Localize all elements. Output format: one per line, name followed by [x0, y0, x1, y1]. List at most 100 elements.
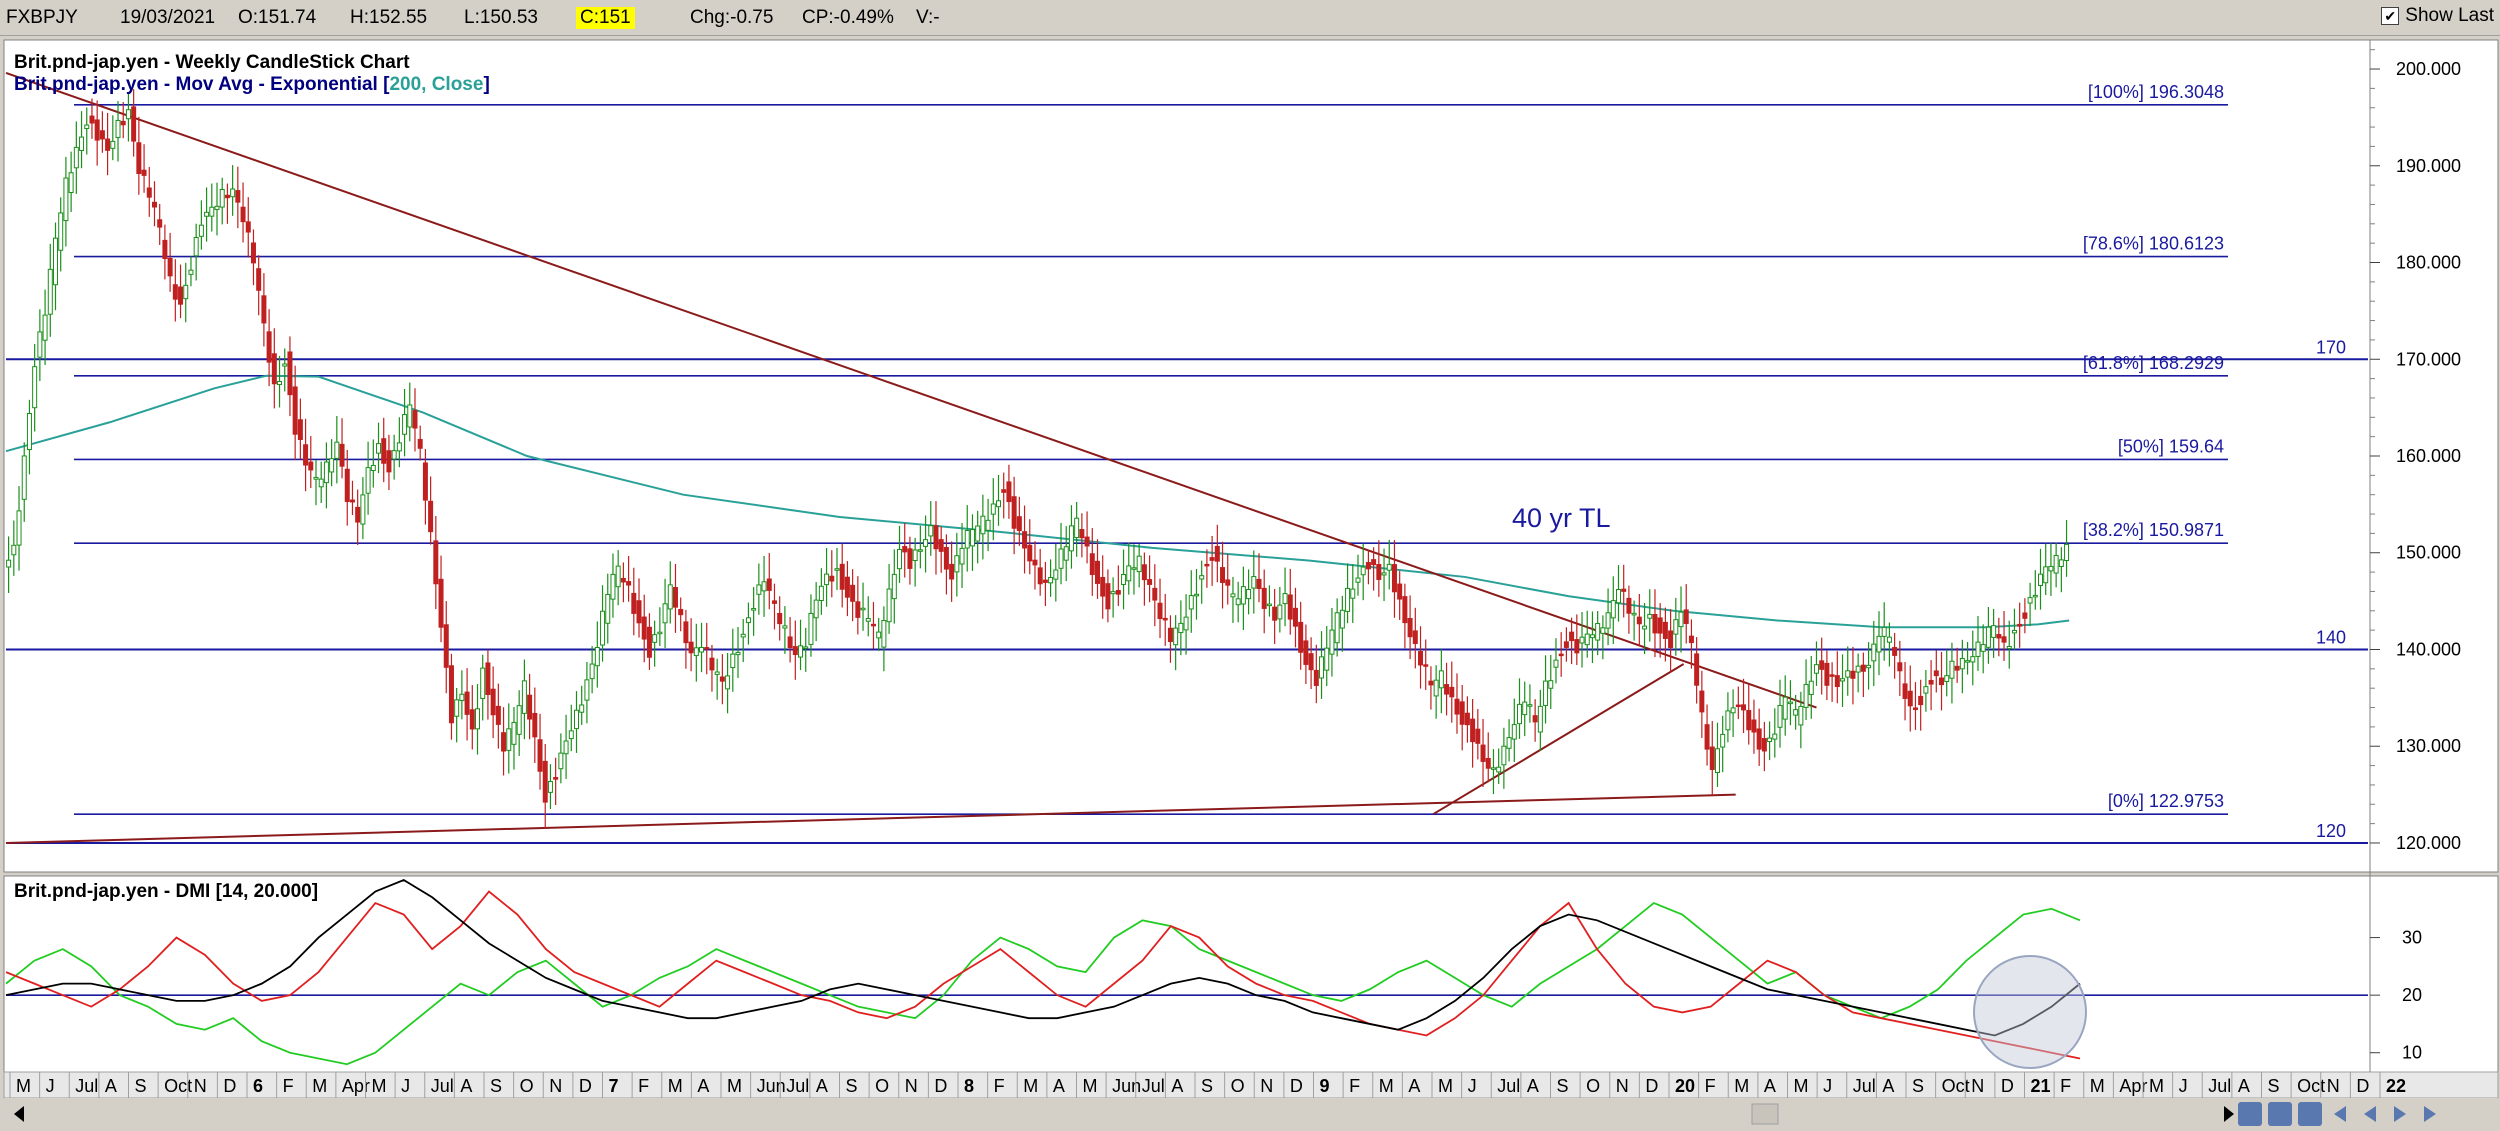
- last-icon[interactable]: [2424, 1106, 2436, 1122]
- candle-body: [610, 573, 616, 600]
- candle-body: [1782, 696, 1788, 720]
- x-axis-label: A: [1171, 1076, 1183, 1096]
- candle-body: [954, 555, 960, 573]
- change-pct-label: CP:-0.49%: [802, 7, 894, 28]
- candle-body: [1626, 597, 1632, 614]
- candle-body: [339, 443, 345, 467]
- first-icon[interactable]: [2334, 1106, 2346, 1122]
- date-label: 19/03/2021: [120, 7, 216, 28]
- candle-body: [1475, 728, 1481, 744]
- candle-body: [313, 476, 319, 480]
- candle-body: [11, 544, 17, 556]
- x-axis-label: A: [2238, 1076, 2250, 1096]
- candle-body: [1506, 737, 1512, 749]
- candle-body: [1543, 680, 1549, 706]
- candle-body: [1496, 766, 1502, 773]
- candle-body: [151, 201, 157, 208]
- candle-body: [1152, 587, 1158, 601]
- candle-body: [1631, 612, 1637, 616]
- x-axis-label: D: [223, 1076, 236, 1096]
- candle-body: [532, 712, 538, 738]
- candle-body: [58, 212, 64, 251]
- fit-icon[interactable]: [2298, 1102, 2322, 1126]
- candle-body: [1188, 595, 1194, 610]
- candle-body: [1225, 579, 1231, 586]
- zoom-in-icon[interactable]: [2238, 1102, 2262, 1126]
- candle-body: [1991, 625, 1997, 638]
- candle-body: [459, 693, 465, 702]
- candle-body: [891, 573, 897, 600]
- candle-body: [1589, 634, 1595, 639]
- candle-body: [1459, 701, 1465, 725]
- candle-body: [1105, 583, 1111, 610]
- x-axis-label: D: [1645, 1076, 1658, 1096]
- scroll-right-icon[interactable]: [2224, 1106, 2234, 1122]
- scroll-left-icon[interactable]: [14, 1106, 24, 1122]
- candle-body: [1141, 564, 1147, 581]
- candle-body: [1741, 704, 1747, 711]
- candle-body: [1772, 733, 1778, 740]
- candle-body: [396, 442, 402, 452]
- candle-body: [1303, 640, 1309, 665]
- candle-body: [542, 760, 548, 803]
- prev-icon[interactable]: [2364, 1106, 2376, 1122]
- scrollbar-strip[interactable]: [4, 1098, 2498, 1131]
- candle-body: [1912, 707, 1918, 711]
- candle-body: [167, 257, 173, 277]
- show-last-toggle[interactable]: ✔ Show Last: [2381, 5, 2494, 27]
- candle-body: [1579, 636, 1585, 644]
- x-axis-label: D: [1290, 1076, 1303, 1096]
- chart-area[interactable]: 170 140 120 [100%] 196.3048 [78.6%] 180.6123…: [0, 36, 2500, 1131]
- candle-body: [1079, 529, 1085, 539]
- candle-body: [214, 205, 220, 210]
- x-axis-label: D: [2356, 1076, 2369, 1096]
- candle-body: [256, 268, 262, 291]
- candle-body: [1798, 705, 1804, 726]
- next-icon[interactable]: [2394, 1106, 2406, 1122]
- candle-body: [923, 539, 929, 547]
- x-axis-label: Jul: [1853, 1076, 1876, 1096]
- candle-body: [818, 585, 824, 602]
- candle-body: [1647, 613, 1653, 619]
- candle-body: [1131, 567, 1137, 570]
- candle-body: [235, 190, 241, 203]
- x-axis-label: S: [1912, 1076, 1924, 1096]
- candle-body: [1011, 496, 1017, 529]
- x-axis-label: A: [1882, 1076, 1894, 1096]
- candle-body: [1949, 660, 1955, 679]
- candle-body: [1136, 555, 1142, 573]
- x-axis-label: O: [1231, 1076, 1245, 1096]
- candle-body: [745, 617, 751, 624]
- candle-body: [2017, 623, 2023, 627]
- x-axis-label: M: [2149, 1076, 2164, 1096]
- candle-body: [1277, 604, 1283, 620]
- candle-body: [277, 380, 283, 386]
- candle-body: [1428, 680, 1434, 686]
- candle-body: [1449, 686, 1455, 698]
- chart-tool-icons[interactable]: [2238, 1102, 2436, 1126]
- zoom-out-icon[interactable]: [2268, 1102, 2292, 1126]
- show-last-checkbox[interactable]: ✔: [2381, 7, 2400, 25]
- candle-body: [1183, 616, 1189, 631]
- candle-body: [84, 124, 90, 130]
- candle-body: [808, 612, 814, 645]
- candle-body: [1272, 606, 1278, 621]
- candle-body: [1068, 525, 1074, 552]
- candle-body: [1980, 644, 1986, 652]
- candle-body: [47, 268, 53, 315]
- candle-body: [1355, 577, 1361, 583]
- volume-label: V:-: [916, 7, 940, 28]
- candle-body: [626, 581, 632, 586]
- candle-body: [850, 584, 856, 602]
- candle-body: [657, 631, 663, 635]
- candle-body: [782, 625, 788, 629]
- candle-body: [1282, 593, 1288, 605]
- scroll-thumb[interactable]: [1751, 1103, 1779, 1125]
- candle-body: [198, 224, 204, 237]
- x-axis-label: Jul: [786, 1076, 809, 1096]
- candle-body: [1147, 579, 1153, 585]
- candle-body: [1032, 559, 1038, 566]
- candle-body: [110, 140, 116, 149]
- x-axis-label: N: [549, 1076, 562, 1096]
- candle-body: [1652, 614, 1658, 634]
